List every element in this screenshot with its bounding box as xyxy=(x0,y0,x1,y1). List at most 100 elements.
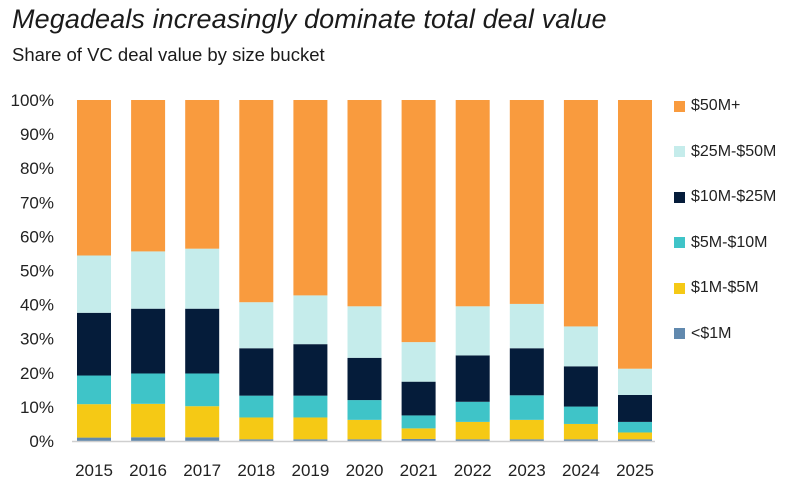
bar-segment xyxy=(131,251,166,309)
bar-segment xyxy=(618,421,652,433)
bar-2024 xyxy=(563,100,598,441)
legend-label: $25M-$50M xyxy=(691,142,777,160)
bar-segment xyxy=(618,100,652,369)
bar-segment xyxy=(455,355,490,402)
bar-segment xyxy=(618,432,652,440)
bar-segment xyxy=(618,394,652,422)
x-tick-label: 2020 xyxy=(346,461,384,480)
legend-swatch xyxy=(674,282,685,294)
y-tick-label: 90% xyxy=(20,125,54,144)
x-tick-label: 2021 xyxy=(400,461,438,480)
y-tick-label: 100% xyxy=(11,91,54,110)
bar-segment xyxy=(618,439,652,441)
bar-segment xyxy=(77,312,111,376)
bar-segment xyxy=(455,439,490,441)
bar-segment xyxy=(77,255,111,313)
bar-segment xyxy=(509,303,544,349)
legend-item: <$1M xyxy=(674,324,731,344)
bar-segment xyxy=(77,375,111,405)
bar-segment xyxy=(347,439,382,441)
x-tick-label: 2025 xyxy=(616,461,654,480)
x-tick-label: 2016 xyxy=(129,461,167,480)
bar-segment xyxy=(455,401,490,422)
legend-item: $25M-$50M xyxy=(674,142,776,162)
bar-2025 xyxy=(618,100,652,441)
bar-segment xyxy=(563,423,598,440)
y-tick-label: 10% xyxy=(20,398,54,417)
bars xyxy=(77,100,652,441)
bar-segment xyxy=(185,437,220,441)
bar-segment xyxy=(401,381,436,416)
bar-segment xyxy=(455,421,490,440)
y-tick-label: 60% xyxy=(20,227,54,246)
x-tick-label: 2015 xyxy=(75,461,113,480)
bar-segment xyxy=(401,415,436,429)
legend-swatch xyxy=(674,146,685,157)
bar-segment xyxy=(131,373,166,404)
bar-2021 xyxy=(401,100,436,441)
bar-segment xyxy=(563,326,598,367)
bar-segment xyxy=(347,100,382,307)
bar-segment xyxy=(293,417,328,440)
legend-label: $1M-$5M xyxy=(691,279,759,296)
chart-subtitle: Share of VC deal value by size bucket xyxy=(12,44,325,65)
bar-segment xyxy=(185,248,220,309)
bar-segment xyxy=(185,406,220,438)
bar-2017 xyxy=(185,100,220,441)
bar-segment xyxy=(347,400,382,420)
legend-swatch xyxy=(674,237,685,248)
bar-segment xyxy=(618,368,652,395)
x-tick-label: 2024 xyxy=(562,461,600,480)
bar-segment xyxy=(131,308,166,374)
bar-segment xyxy=(455,306,490,356)
bar-segment xyxy=(239,348,274,396)
bar-2015 xyxy=(77,100,111,441)
bar-segment xyxy=(77,404,111,438)
x-tick-label: 2019 xyxy=(291,461,329,480)
bar-2019 xyxy=(293,100,328,441)
legend-swatch xyxy=(674,328,685,339)
legend-swatch xyxy=(674,100,685,112)
bar-segment xyxy=(77,100,111,256)
x-tick-label: 2022 xyxy=(454,461,492,480)
legend-label: $50M+ xyxy=(691,97,741,114)
y-tick-label: 80% xyxy=(20,159,54,178)
bar-segment xyxy=(239,100,274,303)
bar-segment xyxy=(563,100,598,327)
bar-segment xyxy=(455,100,490,307)
bar-segment xyxy=(293,395,328,418)
chart-title: Megadeals increasingly dominate total de… xyxy=(12,4,607,34)
bar-segment xyxy=(131,403,166,438)
legend-item: $10M-$25M xyxy=(674,187,776,207)
bar-segment xyxy=(293,344,328,396)
bar-2022 xyxy=(455,100,490,441)
legend-item: $50M+ xyxy=(674,96,740,116)
bar-segment xyxy=(401,428,436,439)
bar-segment xyxy=(401,100,436,343)
bar-2020 xyxy=(347,100,382,441)
bar-segment xyxy=(347,419,382,440)
bar-segment xyxy=(239,302,274,349)
y-tick-label: 70% xyxy=(20,193,54,212)
bar-segment xyxy=(509,100,544,304)
bar-segment xyxy=(293,100,328,296)
legend-item: $5M-$10M xyxy=(674,233,767,253)
bar-segment xyxy=(509,439,544,441)
bar-segment xyxy=(563,366,598,407)
bar-segment xyxy=(509,395,544,420)
bar-segment xyxy=(509,348,544,396)
bar-segment xyxy=(563,439,598,441)
bar-segment xyxy=(293,295,328,345)
bar-2016 xyxy=(131,100,166,441)
y-tick-label: 50% xyxy=(20,262,54,281)
bar-segment xyxy=(185,308,220,374)
legend-swatch xyxy=(674,191,685,203)
bar-2023 xyxy=(509,100,544,441)
bar-segment xyxy=(293,439,328,441)
bar-2018 xyxy=(239,100,274,441)
bar-segment xyxy=(239,417,274,440)
legend-item: $1M-$5M xyxy=(674,278,759,298)
x-tick-label: 2023 xyxy=(508,461,546,480)
bar-segment xyxy=(131,100,166,252)
